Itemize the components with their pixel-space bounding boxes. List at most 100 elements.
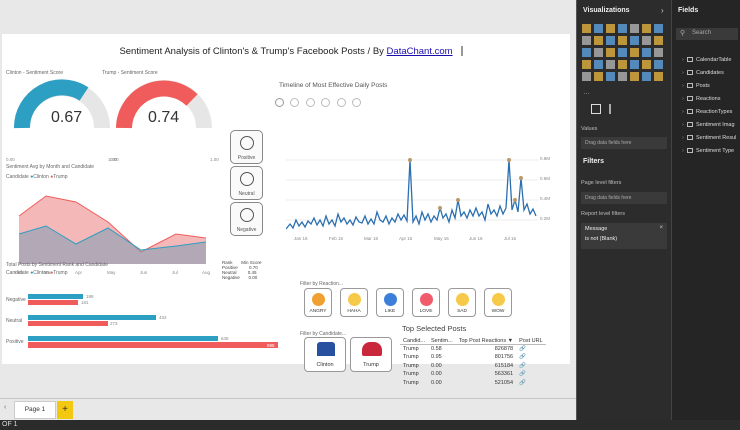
column-header[interactable]: Top Post Reactions ▼ (455, 338, 517, 345)
more-visuals-icon[interactable]: … (583, 89, 590, 96)
visual-type-icon[interactable] (606, 72, 615, 81)
bar-value: 645 (221, 336, 229, 341)
visual-type-icon[interactable] (618, 48, 627, 57)
page-filter-drop-zone[interactable]: Drag data fields here (581, 192, 667, 204)
visual-type-icon[interactable] (630, 36, 639, 45)
visual-type-icon[interactable] (654, 60, 663, 69)
reaction-haha-button[interactable]: HAHA (340, 288, 368, 317)
negative-filter-button[interactable]: Negative (230, 202, 263, 236)
visual-type-icon[interactable] (594, 48, 603, 57)
field-table-item[interactable]: › Sentiment Resul (682, 135, 737, 141)
report-page: Sentiment Analysis of Clinton's & Trump'… (2, 34, 570, 386)
visual-type-icon[interactable] (582, 48, 591, 57)
candidate-clinton-button[interactable]: Clinton (304, 337, 346, 372)
column-header[interactable]: Sentim... (428, 338, 456, 345)
pause-icon[interactable] (305, 98, 315, 107)
fields-tab-icon[interactable] (591, 104, 601, 114)
tab-page-1[interactable]: Page 1 (14, 401, 56, 419)
link-icon: 🔗 (519, 379, 526, 386)
visual-type-icon[interactable] (642, 36, 651, 45)
sad-emoji-icon (456, 293, 469, 306)
neutral-filter-button[interactable]: Neutral (230, 166, 263, 200)
visual-type-icon[interactable] (606, 24, 615, 33)
step-forward-icon[interactable] (336, 98, 346, 107)
report-level-filters-label: Report level filters (581, 211, 626, 217)
visual-type-icon[interactable] (642, 60, 651, 69)
status-bar: OF 1 (0, 420, 740, 430)
bar-value: 198 (86, 294, 94, 299)
field-table-item[interactable]: › CalendarTable (682, 57, 732, 63)
candidate-trump-button[interactable]: Trump (350, 337, 392, 372)
values-label: Values (581, 126, 598, 132)
visual-type-icon[interactable] (582, 36, 591, 45)
scroll-handle[interactable] (461, 46, 463, 56)
visual-type-icon[interactable] (582, 72, 591, 81)
visual-type-icon[interactable] (594, 60, 603, 69)
column-header[interactable]: Candid... (400, 338, 429, 345)
table-row[interactable]: Trump 0.58 826878 🔗 (400, 345, 546, 354)
close-icon[interactable]: × (659, 225, 663, 231)
datachant-link[interactable]: DataChant.com (386, 46, 453, 57)
visual-type-icon[interactable] (618, 72, 627, 81)
visual-type-icon[interactable] (594, 24, 603, 33)
clinton-gauge-min: 0.00 (6, 157, 15, 162)
collapse-pane-icon[interactable]: › (661, 6, 664, 15)
add-page-button[interactable]: + (57, 401, 73, 419)
stop-icon[interactable] (321, 98, 331, 107)
visual-type-icon[interactable] (606, 60, 615, 69)
visual-type-icon[interactable] (642, 48, 651, 57)
table-row[interactable]: Trump 0.00 615184 🔗 (400, 362, 546, 371)
table-row[interactable]: Trump 0.00 563361 🔗 (400, 370, 546, 379)
tab-nav-left-icon[interactable]: ‹ (4, 404, 7, 411)
visual-type-icon[interactable] (654, 48, 663, 57)
format-tab-icon[interactable] (609, 104, 617, 114)
field-table-item[interactable]: › Candidates (682, 70, 724, 76)
field-table-item[interactable]: › ReactionTypes (682, 109, 733, 115)
search-input[interactable]: Search (692, 30, 712, 36)
visual-type-icon[interactable] (642, 72, 651, 81)
table-row[interactable]: Trump 0.00 521054 🔗 (400, 379, 546, 388)
area-x-tick: Jul (172, 270, 178, 275)
visual-type-icon[interactable] (654, 72, 663, 81)
reaction-angry-button[interactable]: ANGRY (304, 288, 332, 317)
visual-type-icon[interactable] (642, 24, 651, 33)
repeat-icon[interactable] (352, 98, 362, 107)
visual-type-icon[interactable] (594, 36, 603, 45)
reaction-sad-button[interactable]: SAD (448, 288, 476, 317)
bar-legend: Candidate ●Clinton ●Trump (6, 270, 68, 276)
column-header[interactable]: Post URL (516, 338, 546, 345)
timeline-x-tick: Mar 16 (364, 236, 379, 241)
visual-type-icon[interactable] (630, 48, 639, 57)
timeline-x-tick: Jul 16 (504, 236, 517, 241)
reaction-love-button[interactable]: LOVE (412, 288, 440, 317)
field-table-item[interactable]: › Sentiment Imag (682, 122, 735, 128)
reaction-wow-button[interactable]: WOW (484, 288, 512, 317)
visual-type-icon[interactable] (606, 36, 615, 45)
table-row[interactable]: Trump 0.95 801756 🔗 (400, 353, 546, 362)
values-drop-zone[interactable]: Drag data fields here (581, 137, 667, 149)
visual-type-icon[interactable] (606, 48, 615, 57)
positive-filter-button[interactable]: Positive (230, 130, 263, 164)
visual-type-icon[interactable] (618, 24, 627, 33)
visual-type-icon[interactable] (654, 36, 663, 45)
field-table-item[interactable]: › Sentiment Type (682, 148, 735, 154)
visual-type-icon[interactable] (582, 60, 591, 69)
message-filter-card[interactable]: Message is not (Blank) × (581, 223, 667, 249)
field-table-item[interactable]: › Posts (682, 83, 710, 89)
visual-type-icon[interactable] (582, 24, 591, 33)
visual-type-icon[interactable] (654, 24, 663, 33)
field-table-item[interactable]: › Reactions (682, 96, 721, 102)
visual-type-icon[interactable] (630, 24, 639, 33)
visual-type-icon[interactable] (618, 60, 627, 69)
visual-type-icon[interactable] (630, 72, 639, 81)
area-x-tick: Feb (15, 270, 23, 275)
reaction-like-button[interactable]: LIKE (376, 288, 404, 317)
visual-type-icon[interactable] (618, 36, 627, 45)
visual-type-icon[interactable] (594, 72, 603, 81)
link-icon: 🔗 (519, 371, 526, 378)
step-back-icon[interactable] (290, 98, 300, 107)
play-icon[interactable] (275, 98, 284, 107)
search-box[interactable]: ⚲ Search (676, 28, 738, 40)
visual-type-icon[interactable] (630, 60, 639, 69)
timeline-x-tick: May 16 (434, 236, 449, 241)
